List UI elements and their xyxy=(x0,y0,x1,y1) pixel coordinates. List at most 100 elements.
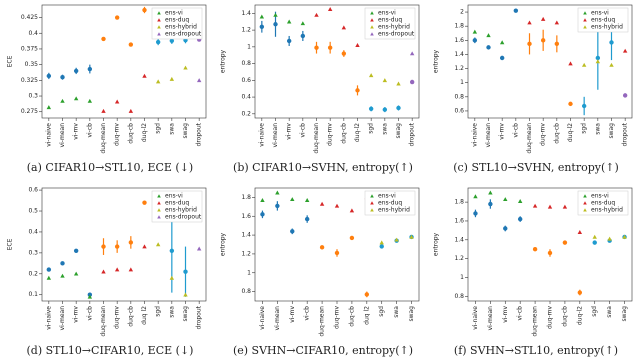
point xyxy=(183,269,188,274)
y-tick-label: 1.2 xyxy=(454,65,464,72)
x-tick-label: swag xyxy=(182,123,189,139)
legend-marker xyxy=(157,18,161,22)
y-axis-label: entropy xyxy=(433,232,440,256)
y-tick-label: 0.275 xyxy=(21,108,38,115)
y-tick-label: 1 xyxy=(247,43,251,50)
point xyxy=(368,106,374,111)
ensemble-marker xyxy=(169,275,175,280)
point xyxy=(101,36,106,42)
ensemble-marker xyxy=(568,61,573,66)
ensemble-marker xyxy=(547,204,553,209)
x-tick-label: duq-mean xyxy=(100,306,107,337)
point xyxy=(300,33,306,39)
x-tick-label: swag xyxy=(395,123,402,139)
x-tick-label: vi-mv xyxy=(289,306,296,323)
x-tick-label: duq-mv xyxy=(114,306,121,329)
legend-box xyxy=(151,7,203,40)
subplot: 0.1 0.2 0.3 0.4 0.5 0.6 ECE vi-naive vi-mean vi-m… xyxy=(7,187,207,357)
ensemble-marker xyxy=(609,62,614,67)
point xyxy=(355,88,360,93)
legend-marker xyxy=(583,194,587,198)
x-tick-label: duq-cb xyxy=(127,123,134,144)
x-tick-label: sgd xyxy=(155,123,162,134)
legend-label: ens-hybrid xyxy=(378,207,410,214)
ensemble-marker xyxy=(128,108,134,113)
point xyxy=(334,250,340,256)
x-tick-label: duq-cb xyxy=(553,123,560,144)
point xyxy=(73,248,79,253)
x-tick-label: duq-mean xyxy=(319,306,326,337)
x-tick-label: duq-mv xyxy=(114,123,121,146)
x-tick-label: vi-mean xyxy=(274,306,281,331)
legend-label: ens-hybrid xyxy=(378,24,410,31)
x-tick-label: duq l2 xyxy=(141,306,148,325)
x-tick-label: duq-mean xyxy=(313,123,320,154)
x-tick-label: vi-cb xyxy=(517,306,524,321)
y-tick-label: 0.2 xyxy=(241,110,251,117)
point xyxy=(304,216,310,222)
ensemble-marker xyxy=(183,292,188,297)
ensemble-marker xyxy=(503,197,508,202)
point xyxy=(349,235,355,241)
plot-frame xyxy=(254,4,420,119)
ensemble-marker xyxy=(554,20,560,25)
point xyxy=(364,292,370,297)
x-tick-label: swag xyxy=(182,306,189,322)
y-tick-label: 1.6 xyxy=(454,37,464,44)
plot-frame xyxy=(41,4,207,119)
legend-label: ens-hybrid xyxy=(165,24,197,31)
x-tick-label: swag xyxy=(608,123,615,139)
point xyxy=(142,200,147,205)
y-tick-label: 1 xyxy=(460,274,464,281)
x-tick-label: vi-cb xyxy=(86,306,93,321)
point xyxy=(286,38,292,44)
ensemble-marker xyxy=(486,33,491,38)
point xyxy=(273,22,278,27)
x-tick-label: vi-mean xyxy=(485,123,492,148)
ensemble-marker xyxy=(355,42,360,47)
legend-label: ens-duq xyxy=(165,17,189,24)
y-tick-label: 0.3 xyxy=(28,93,38,100)
ensemble-marker xyxy=(46,105,52,110)
legend-label: ens-vi xyxy=(165,193,183,200)
point xyxy=(409,79,415,85)
ensemble-marker xyxy=(517,198,523,203)
y-tick-label: 0.5 xyxy=(28,208,38,215)
y-axis-label: ECE xyxy=(7,55,14,67)
x-tick-label: duq-l2 xyxy=(354,123,361,142)
ensemble-marker xyxy=(592,234,597,239)
ensemble-marker xyxy=(341,25,347,30)
ensemble-marker xyxy=(128,267,134,272)
x-tick-label: vi-mv xyxy=(499,123,506,140)
y-tick-label: 1.6 xyxy=(241,213,251,220)
ensemble-marker xyxy=(577,230,583,235)
y-tick-label: 0.6 xyxy=(454,107,464,114)
y-tick-label: 0.8 xyxy=(241,60,251,67)
x-tick-label: duq-mean xyxy=(532,306,539,337)
point xyxy=(327,45,333,50)
y-tick-label: 1.4 xyxy=(241,232,251,239)
ensemble-marker xyxy=(87,98,93,103)
y-tick-label: 0.35 xyxy=(25,61,39,68)
y-tick-label: 1.2 xyxy=(241,27,251,34)
point xyxy=(60,261,65,266)
legend-box xyxy=(364,7,416,40)
subplot: 0.2 0.4 0.6 0.8 1 1.2 1.4 entropy vi-naive vi-mea… xyxy=(220,4,420,174)
x-tick-label: vi-cb xyxy=(86,123,93,138)
point xyxy=(128,240,134,245)
ensemble-marker xyxy=(540,16,546,21)
ensemble-marker xyxy=(290,197,295,202)
plot-frame xyxy=(41,187,207,302)
legend-label: ens-vi xyxy=(378,10,396,17)
ensemble-marker xyxy=(142,244,147,249)
x-tick-label: swa xyxy=(393,306,400,318)
point xyxy=(562,240,568,245)
y-tick-label: 1 xyxy=(247,269,251,276)
x-tick-label: vi-naive xyxy=(472,306,479,330)
ensemble-marker xyxy=(183,65,188,70)
x-tick-label: sgd xyxy=(368,123,375,134)
legend-label: ens-duq xyxy=(591,200,615,207)
ensemble-marker xyxy=(581,62,587,67)
point xyxy=(517,216,523,222)
legend-marker xyxy=(370,25,374,29)
